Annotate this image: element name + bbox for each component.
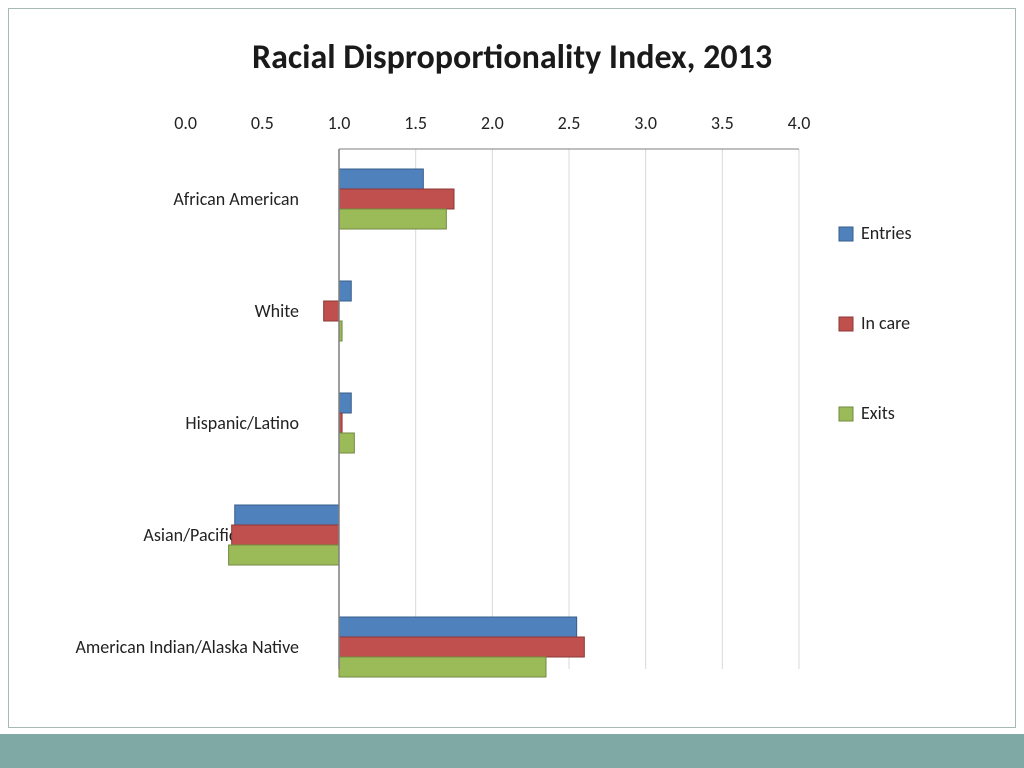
slide: Racial Disproportionality Index, 2013 0.… xyxy=(0,0,1024,768)
x-tick-label: 1.0 xyxy=(328,112,351,134)
bar-in-care xyxy=(339,637,584,657)
x-tick-label: 3.0 xyxy=(634,112,657,134)
category-label: American Indian/Alaska Native xyxy=(75,636,299,658)
legend-label: In care xyxy=(861,312,910,334)
legend-swatch xyxy=(839,227,853,241)
x-tick-label: 4.0 xyxy=(788,112,811,134)
category-label: White xyxy=(255,300,299,322)
category-label: African American xyxy=(173,188,299,210)
bar-entries xyxy=(339,617,577,637)
bar-exits xyxy=(229,545,339,565)
bar-exits xyxy=(339,209,446,229)
legend-swatch xyxy=(839,407,853,421)
x-tick-label: 3.5 xyxy=(711,112,734,134)
bar-in-care xyxy=(324,301,339,321)
bar-in-care xyxy=(339,189,454,209)
bar-entries xyxy=(235,505,339,525)
x-tick-label: 0.0 xyxy=(174,112,197,134)
legend-label: Exits xyxy=(861,402,895,424)
bar-exits xyxy=(339,433,354,453)
legend-swatch xyxy=(839,317,853,331)
bar-exits xyxy=(339,657,546,677)
chart-frame: Racial Disproportionality Index, 2013 0.… xyxy=(8,8,1016,728)
bottom-band xyxy=(0,734,1024,768)
category-label: Hispanic/Latino xyxy=(185,412,299,434)
bar-entries xyxy=(339,281,351,301)
legend-label: Entries xyxy=(861,222,912,244)
x-tick-label: 2.0 xyxy=(481,112,504,134)
chart-title: Racial Disproportionality Index, 2013 xyxy=(9,37,1015,78)
x-tick-label: 0.5 xyxy=(251,112,274,134)
bar-entries xyxy=(339,169,423,189)
chart-svg: 0.0 0.5 1.0 1.5 2.0 2.5 3.0 3.5 4.0 African Ameri… xyxy=(39,89,999,679)
x-tick-label: 2.5 xyxy=(558,112,581,134)
x-tick-label: 1.5 xyxy=(404,112,427,134)
chart-area: 0.0 0.5 1.0 1.5 2.0 2.5 3.0 3.5 4.0 African Ameri… xyxy=(39,89,985,667)
bar-entries xyxy=(339,393,351,413)
bar-in-care xyxy=(232,525,339,545)
